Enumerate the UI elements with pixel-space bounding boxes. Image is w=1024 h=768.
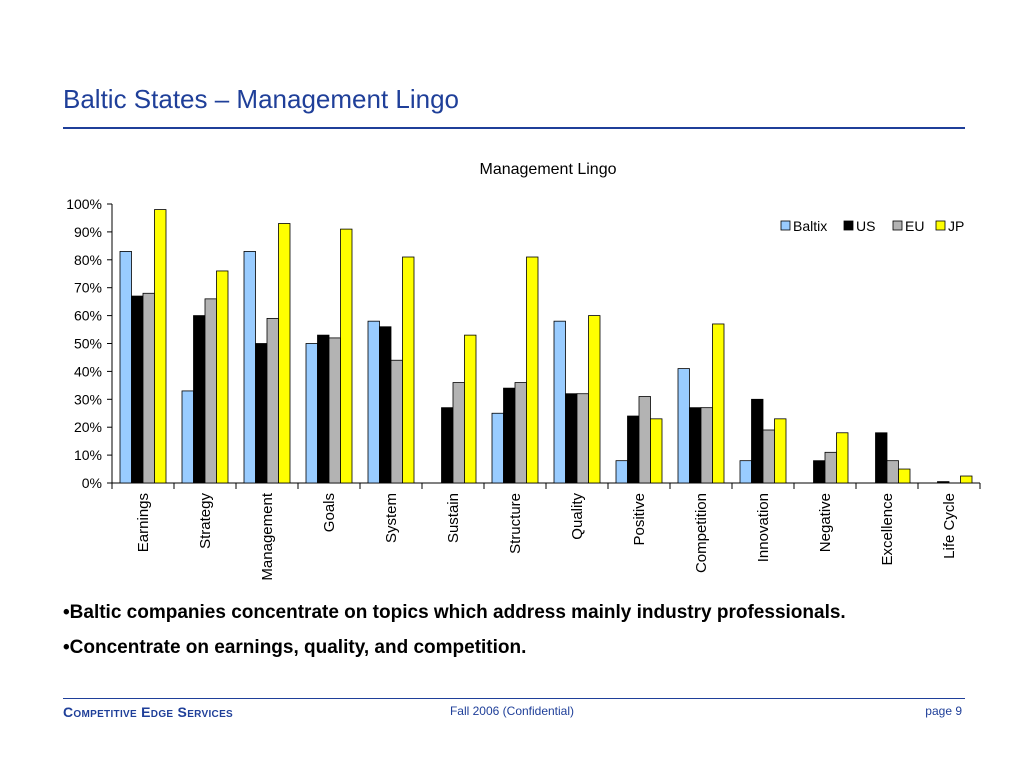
legend-label: JP	[948, 218, 964, 234]
y-tick-label: 80%	[74, 252, 102, 268]
x-category-label: Life Cycle	[941, 493, 958, 559]
bar	[824, 451, 837, 484]
bar	[514, 382, 527, 484]
y-axis: 0% 10% 20% 30% 40% 50% 60% 70% 80% 90% 100%	[66, 196, 113, 491]
bar	[565, 393, 578, 484]
x-category-label: Sustain	[445, 493, 462, 543]
chart-title: Management Lingo	[480, 161, 617, 178]
bar	[278, 223, 291, 484]
bar	[960, 475, 973, 484]
bullet-item: •Baltic companies concentrate on topics …	[63, 602, 846, 623]
bar	[193, 315, 206, 484]
footer-divider	[63, 698, 965, 699]
bar	[243, 251, 256, 484]
slide-title: Baltic States – Management Lingo	[63, 84, 460, 114]
bar	[266, 317, 279, 484]
bar	[154, 209, 167, 484]
bar	[402, 256, 415, 484]
x-category-label: Structure	[507, 493, 524, 554]
bar	[677, 368, 690, 484]
bar	[739, 460, 752, 484]
y-tick-label: 10%	[74, 447, 102, 463]
y-tick-label: 90%	[74, 224, 102, 240]
bar	[650, 418, 663, 484]
x-category-label: Positive	[631, 493, 648, 546]
x-category-label: Negative	[817, 493, 834, 552]
bar	[937, 481, 950, 484]
bar	[553, 320, 566, 484]
legend-label: US	[856, 218, 875, 234]
legend-swatch	[935, 220, 946, 231]
legend-swatch	[892, 220, 903, 231]
bar	[774, 418, 787, 484]
x-category-label: Competition	[693, 493, 710, 573]
bar	[119, 251, 132, 484]
legend-swatch	[780, 220, 791, 231]
title-divider	[63, 127, 965, 129]
bar	[751, 398, 764, 484]
footer-confidential-note: Fall 2006 (Confidential)	[449, 704, 575, 718]
bullet-list: •Baltic companies concentrate on topics …	[63, 600, 893, 670]
y-tick-label: 20%	[74, 419, 102, 435]
x-category-label: Innovation	[755, 493, 772, 562]
bar	[588, 315, 601, 484]
y-tick-label: 70%	[74, 280, 102, 296]
y-tick-label: 40%	[74, 363, 102, 379]
bar	[317, 334, 330, 484]
bar	[712, 323, 725, 484]
bar	[379, 326, 392, 484]
x-category-label: Earnings	[135, 493, 152, 552]
bar	[491, 412, 504, 484]
x-category-label: Excellence	[879, 493, 896, 566]
bar	[204, 298, 217, 484]
bar	[305, 343, 318, 484]
x-category-label: Quality	[569, 493, 586, 540]
bar	[181, 390, 194, 484]
bar	[367, 320, 380, 484]
x-category-label: Strategy	[197, 493, 214, 549]
x-category-label: System	[383, 493, 400, 543]
bar	[813, 460, 826, 484]
bar	[255, 343, 268, 484]
legend-swatch	[843, 220, 854, 231]
footer-company-name: Competitive Edge Services	[63, 704, 234, 720]
bar	[898, 468, 911, 484]
page-number: page 9	[925, 704, 962, 718]
bar	[503, 387, 516, 484]
bar	[875, 432, 888, 484]
bar	[576, 393, 589, 484]
bar	[464, 334, 477, 484]
bar	[762, 429, 775, 484]
bar	[216, 270, 229, 484]
y-tick-label: 0%	[82, 475, 102, 491]
bar	[638, 396, 651, 484]
x-axis: Earnings Strategy Management Goals System Sus…	[111, 482, 981, 581]
bar	[526, 256, 539, 484]
y-tick-label: 30%	[74, 391, 102, 407]
bar	[886, 460, 899, 484]
y-tick-label: 60%	[74, 308, 102, 324]
bar	[441, 407, 454, 484]
bar	[836, 432, 849, 484]
legend-label: Baltix	[793, 218, 827, 234]
x-category-label: Management	[259, 492, 276, 580]
bars	[119, 209, 973, 484]
y-tick-label: 100%	[66, 196, 102, 212]
bullet-item: •Concentrate on earnings, quality, and c…	[63, 637, 527, 658]
legend-label: EU	[905, 218, 924, 234]
bar	[627, 415, 640, 484]
bar	[340, 228, 353, 484]
bar	[328, 337, 341, 484]
bar	[142, 292, 155, 484]
bar	[689, 407, 702, 484]
y-tick-label: 50%	[74, 336, 102, 352]
bar	[390, 359, 403, 484]
bar	[700, 407, 713, 484]
bar	[615, 460, 628, 484]
x-category-label: Goals	[321, 493, 338, 532]
bar	[131, 295, 144, 484]
chart-legend: Baltix US EU JP	[780, 218, 964, 234]
bar	[452, 382, 465, 484]
bar-chart: Management Lingo 0% 10% 20% 30% 40% 50% 60% 70%…	[66, 161, 981, 581]
